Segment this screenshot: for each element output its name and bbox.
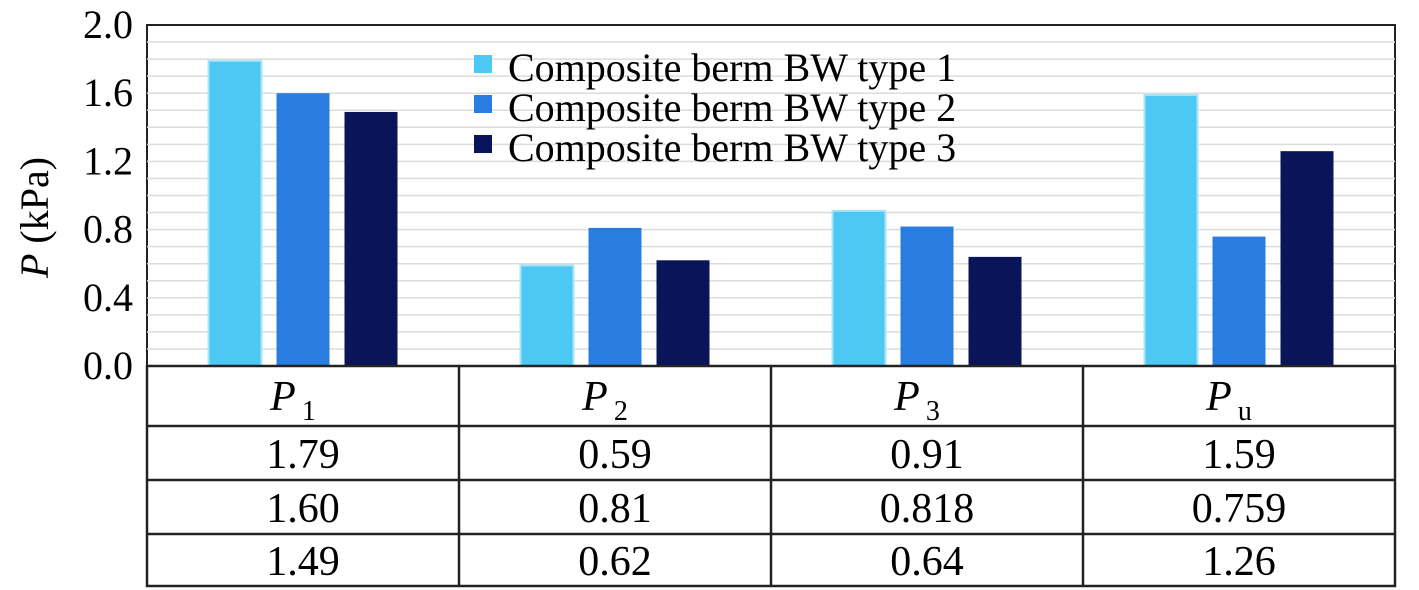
table-header-subscript: u [1238, 396, 1252, 427]
table-cell-series-3: 1.49 [266, 539, 340, 585]
legend-label-3: Composite berm BW type 3 [508, 125, 956, 170]
legend-swatch-1 [474, 55, 492, 73]
y-tick-label: 0.8 [83, 207, 133, 252]
bar-p2-series-3 [656, 260, 710, 366]
y-tick-label: 0.0 [83, 343, 133, 388]
bar-p1-series-3 [344, 111, 398, 366]
bar-pu-series-2 [1212, 236, 1266, 366]
table-cell-series-3: 0.64 [890, 539, 964, 585]
table-cell-series-2: 1.60 [266, 486, 340, 532]
table-header-subscript: 3 [926, 396, 940, 427]
bar-p3-series-3 [968, 256, 1022, 366]
table-cell-series-3: 1.26 [1202, 539, 1276, 585]
table-cell-series-2: 0.759 [1192, 486, 1287, 532]
table-cell-series-3: 0.62 [578, 539, 652, 585]
bar-p1-series-1 [207, 59, 263, 368]
table-cell-series-1: 1.79 [266, 432, 340, 478]
bar-p2-series-1 [519, 264, 575, 367]
legend-label-1: Composite berm BW type 1 [508, 45, 956, 90]
legend-label-2: Composite berm BW type 2 [508, 85, 956, 130]
table-cell-series-2: 0.81 [578, 486, 652, 532]
y-axis-label-unit: (kPa) [12, 157, 57, 254]
table-cell-series-1: 0.91 [890, 432, 964, 478]
y-tick-label: 2.0 [83, 2, 133, 47]
table-cell-series-2: 0.818 [880, 486, 975, 532]
bar-pu-series-3 [1280, 151, 1334, 366]
y-tick-label: 1.2 [83, 138, 133, 183]
table-header-subscript: 2 [614, 396, 628, 427]
bar-pu-series-1 [1143, 93, 1199, 367]
bar-p2-series-2 [588, 227, 642, 366]
legend-swatch-2 [474, 95, 492, 113]
table-header-symbol: P [893, 374, 920, 420]
table-cell-series-1: 1.59 [1202, 432, 1276, 478]
table-header-symbol: P [269, 374, 296, 420]
y-axis-label: P (kPa) [12, 157, 57, 279]
table-header-symbol: P [1205, 374, 1232, 420]
bar-p1-series-2 [276, 93, 330, 366]
bar-p3-series-2 [900, 226, 954, 366]
y-axis-label-symbol: P [12, 254, 57, 279]
bar-p3-series-1 [831, 209, 887, 367]
y-tick-label: 1.6 [83, 70, 133, 115]
legend-swatch-3 [474, 135, 492, 153]
table-header-subscript: 1 [302, 396, 316, 427]
table-header-symbol: P [581, 374, 608, 420]
y-tick-label: 0.4 [83, 275, 133, 320]
table-cell-series-1: 0.59 [578, 432, 652, 478]
